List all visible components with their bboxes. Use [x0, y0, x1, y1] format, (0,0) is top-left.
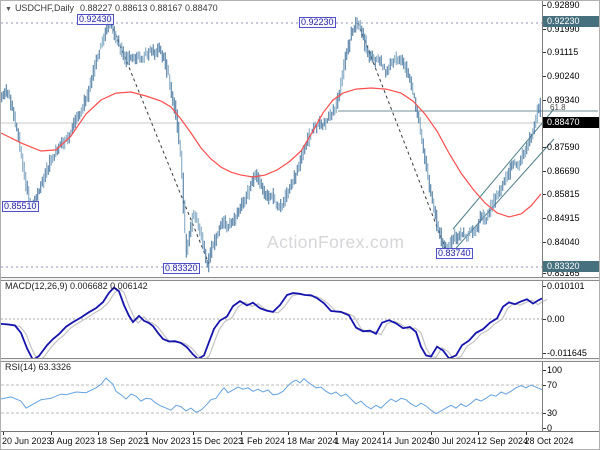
rsi-panel-canvas[interactable]: [1, 360, 600, 431]
date-tick-mark: [193, 432, 194, 435]
date-tick-mark: [98, 432, 99, 435]
date-tick-mark: [383, 432, 384, 435]
date-label: 15 Dec 2023: [192, 436, 244, 446]
date-tick-mark: [430, 432, 432, 435]
date-label: 3 Aug 2023: [49, 436, 96, 446]
date-tick-mark: [525, 432, 527, 435]
date-label: 18 Sep 2023: [97, 436, 149, 446]
date-label: 14 Jun 2024: [382, 436, 432, 446]
rsi-line[interactable]: [1, 377, 543, 415]
date-tick-mark: [145, 432, 147, 435]
macd-panel-splitter[interactable]: [1, 277, 599, 281]
moving-average-line[interactable]: [1, 87, 542, 218]
candlesticks[interactable]: [1, 15, 541, 273]
date-label: 18 Mar 2024: [287, 436, 338, 446]
rising-channel-line[interactable]: [452, 108, 555, 230]
macd-signal-line[interactable]: [5, 287, 548, 358]
date-label: 1 Feb 2024: [239, 436, 286, 446]
macd-main-line[interactable]: [1, 286, 543, 358]
price-axis-divider: [542, 1, 543, 432]
time-axis[interactable]: 20 Jun 2023 3 Aug 2023 18 Sep 2023 1 Nov 20…: [1, 432, 599, 449]
candlesticks[interactable]: [8, 17, 538, 255]
date-label: 1 Nov 2023: [144, 436, 191, 446]
date-label: 1 May 2024: [334, 436, 382, 446]
date-tick-mark: [50, 432, 52, 435]
date-label: 12 Sep 2024: [477, 436, 529, 446]
descending-trendline[interactable]: [110, 22, 210, 265]
date-tick-mark: [478, 432, 479, 435]
date-tick-mark: [335, 432, 337, 435]
date-label: 20 Jun 2023: [2, 436, 52, 446]
price-chart-canvas[interactable]: [1, 1, 600, 277]
date-label: 28 Oct 2024: [524, 436, 574, 446]
date-tick-mark: [288, 432, 289, 435]
rsi-panel-splitter[interactable]: [1, 358, 599, 362]
watermark: ActionForex.com: [267, 232, 405, 252]
descending-trendline[interactable]: [357, 22, 447, 251]
macd-panel-canvas[interactable]: [1, 279, 600, 358]
date-label: 30 Jul 2024: [429, 436, 477, 446]
date-tick-mark: [240, 432, 242, 435]
date-tick-mark: [3, 432, 4, 435]
time-axis-divider: [1, 431, 599, 432]
